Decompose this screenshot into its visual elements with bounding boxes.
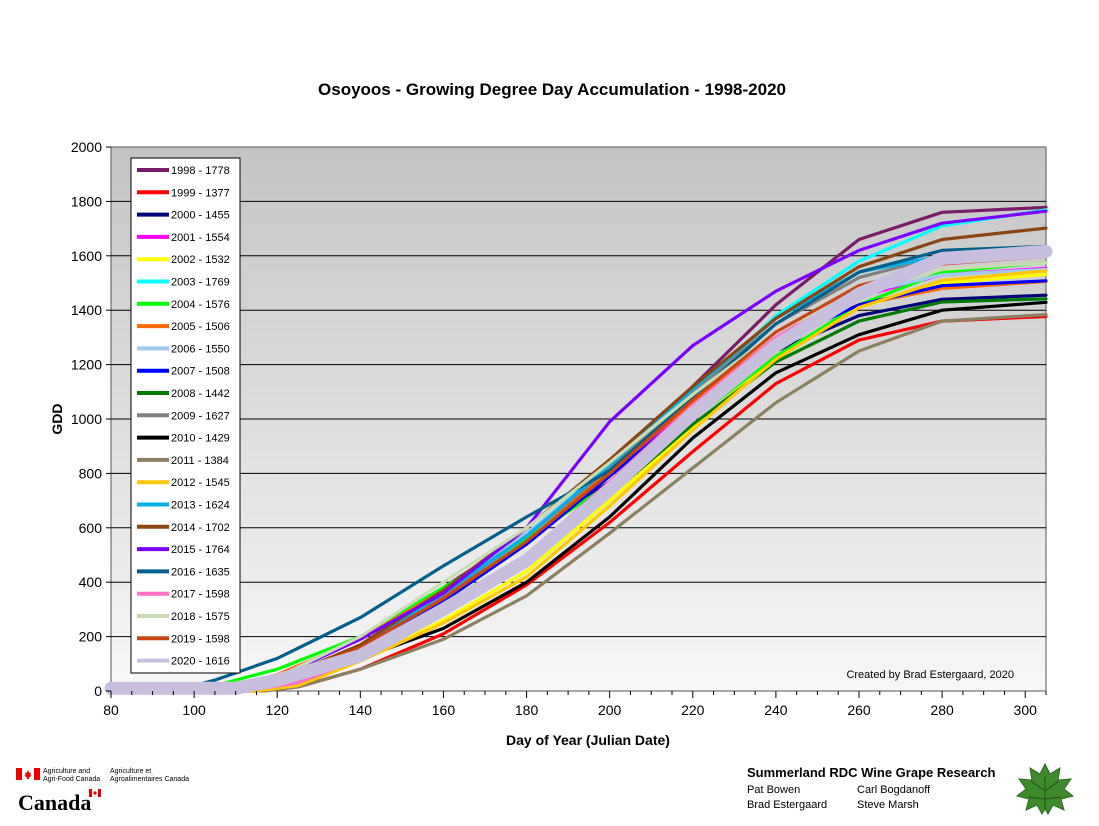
legend-label: 2017 - 1598 — [171, 589, 230, 601]
x-tick-label: 80 — [103, 702, 119, 718]
x-tick-label: 300 — [1014, 702, 1038, 718]
series-line — [104, 244, 1053, 695]
legend-label: 2018 - 1575 — [171, 611, 230, 623]
agency-name-fr: Agriculture et Agroalimentaires Canada — [110, 768, 189, 783]
y-axis: 0 200 400 600 800 1000 1200 1400 1600 1800 2000 — [71, 139, 111, 699]
canada-wordmark: Canada — [18, 790, 92, 815]
legend-label: 2013 - 1624 — [171, 500, 230, 512]
legend-label: 2015 - 1764 — [171, 544, 230, 556]
series-lines — [104, 205, 1053, 695]
x-tick-label: 120 — [266, 702, 290, 718]
legend-label: 2005 - 1506 — [171, 321, 230, 333]
canada-flag-icon — [16, 768, 40, 780]
y-tick-label: 400 — [79, 574, 103, 590]
y-tick-label: 2000 — [71, 139, 102, 155]
person-name: Carl Bogdanoff — [857, 784, 931, 796]
series-line — [109, 244, 1048, 693]
x-tick-label: 140 — [349, 702, 373, 718]
y-tick-label: 1600 — [71, 248, 102, 264]
grape-leaf-icon — [1015, 762, 1075, 815]
legend-label: 2006 - 1550 — [171, 343, 230, 355]
agency-name-en: Agriculture and Agri-Food Canada — [43, 768, 101, 783]
legend-label: 2011 - 1384 — [171, 455, 229, 467]
x-axis: 80 100 120 140 160 180 200 220 240 260 280 300 — [103, 691, 1047, 718]
x-tick-label: 260 — [847, 702, 871, 718]
research-title: Summerland RDC Wine Grape Research — [747, 765, 996, 780]
wordmark-flag-icon — [89, 789, 101, 797]
legend-label: 2014 - 1702 — [171, 522, 230, 534]
chart-title: Osoyoos - Growing Degree Day Accumulatio… — [318, 80, 786, 99]
x-tick-label: 100 — [182, 702, 206, 718]
legend-label: 2019 - 1598 — [171, 633, 230, 645]
research-credits: Summerland RDC Wine Grape Research Pat B… — [747, 762, 1087, 820]
x-tick-label: 220 — [681, 702, 705, 718]
y-tick-label: 600 — [79, 520, 103, 536]
legend-label: 2003 - 1769 — [171, 277, 230, 289]
y-tick-label: 1200 — [71, 357, 102, 373]
legend-label: 1998 - 1778 — [171, 165, 230, 177]
x-tick-label: 160 — [432, 702, 456, 718]
legend-label: 2009 - 1627 — [171, 410, 230, 422]
y-tick-label: 1800 — [71, 193, 102, 209]
legend-label: 2007 - 1508 — [171, 366, 230, 378]
legend-label: 2020 - 1616 — [171, 656, 230, 668]
x-tick-label: 240 — [764, 702, 788, 718]
legend-label: 2004 - 1576 — [171, 299, 230, 311]
credit-annotation: Created by Brad Estergaard, 2020 — [846, 669, 1014, 681]
x-tick-label: 180 — [515, 702, 539, 718]
x-axis-title: Day of Year (Julian Date) — [506, 732, 670, 748]
x-tick-label: 200 — [598, 702, 622, 718]
legend-label: 2010 - 1429 — [171, 433, 230, 445]
y-tick-label: 200 — [79, 629, 103, 645]
person-name: Brad Estergaard — [747, 799, 828, 811]
legend-label: 2002 - 1532 — [171, 254, 230, 266]
y-tick-label: 1000 — [71, 411, 102, 427]
y-tick-label: 1400 — [71, 302, 102, 318]
person-name: Pat Bowen — [747, 784, 801, 796]
legend-label: 2016 - 1635 — [171, 566, 230, 578]
y-axis-title: GDD — [49, 403, 65, 434]
x-tick-label: 280 — [930, 702, 954, 718]
legend-label: 1999 - 1377 — [171, 187, 230, 199]
legend-label: 2012 - 1545 — [171, 477, 230, 489]
person-name: Steve Marsh — [857, 799, 919, 811]
legend-label: 2008 - 1442 — [171, 388, 230, 400]
agency-signature: Agriculture and Agri-Food Canada Agricult… — [16, 766, 216, 816]
y-tick-label: 800 — [79, 465, 103, 481]
legend: 1998 - 1778 1999 - 1377 2000 - 1455 2001 - … — [130, 157, 241, 674]
series-line — [109, 269, 1048, 693]
gdd-chart: Osoyoos - Growing Degree Day Accumulatio… — [49, 80, 1053, 748]
legend-label: 2000 - 1455 — [171, 210, 230, 222]
legend-label: 2001 - 1554 — [171, 232, 230, 244]
y-tick-label: 0 — [94, 683, 102, 699]
